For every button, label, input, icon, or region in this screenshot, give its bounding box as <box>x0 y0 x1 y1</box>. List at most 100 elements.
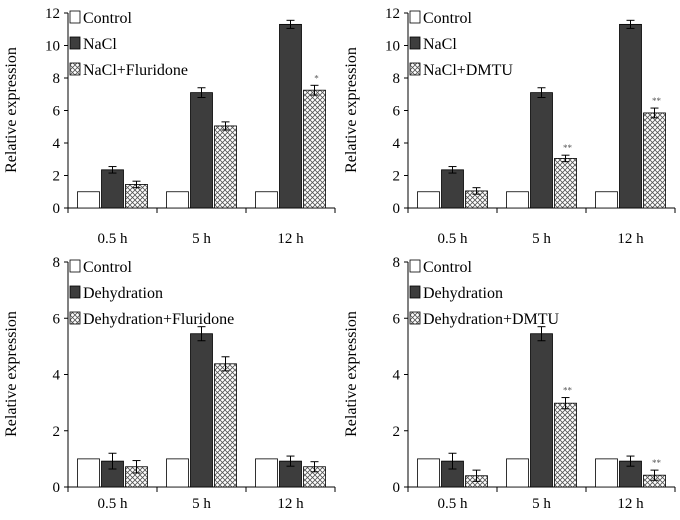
bar-nacl <box>619 23 642 209</box>
chart-panel-top-left: 0 2 4 6 8 10 12 Relative expression 0.5 h 5 h 12 h… <box>3 6 336 247</box>
legend-label: Dehydration <box>423 285 503 302</box>
bar-control <box>255 191 278 209</box>
y-tick-label: 10 <box>385 39 400 55</box>
bar-control <box>595 458 618 488</box>
bar-nacl-dmtu <box>643 112 666 209</box>
chart-panel-bottom-left: 0 2 4 6 8 Relative expression 0.5 h 5 h 12 h Cont… <box>3 255 336 512</box>
y-tick-label: 4 <box>393 136 401 152</box>
bar-dehydration-dmtu <box>554 402 577 488</box>
legend-label: Dehydration <box>83 285 163 302</box>
legend-label: NaCl <box>83 36 117 53</box>
bar-control <box>417 458 440 488</box>
y-tick-label: 0 <box>53 201 61 217</box>
x-tick-label: 5 h <box>532 496 551 512</box>
legend-label: Control <box>83 259 132 276</box>
x-tick-label: 5 h <box>532 231 551 247</box>
bar-nacl-fluridone <box>303 89 326 209</box>
y-axis-title: Relative expression <box>3 311 20 437</box>
legend-swatch <box>409 62 421 76</box>
legend-swatch <box>69 10 81 24</box>
x-tick-label: 5 h <box>192 496 211 512</box>
y-tick-label: 12 <box>45 6 60 22</box>
y-tick-label: 6 <box>393 311 401 327</box>
legend-swatch <box>409 311 421 325</box>
y-tick-label: 6 <box>393 104 401 120</box>
significance-marker: * <box>314 73 319 83</box>
x-tick-label: 5 h <box>192 231 211 247</box>
bar-control <box>77 458 100 488</box>
y-axis-title: Relative expression <box>343 47 360 173</box>
bar-control <box>506 191 529 209</box>
bar-control <box>166 191 189 209</box>
bar-nacl-fluridone <box>214 125 237 209</box>
legend-swatch <box>409 259 421 273</box>
y-tick-label: 10 <box>45 39 60 55</box>
bar-control <box>166 458 189 488</box>
y-tick-label: 4 <box>53 368 61 384</box>
significance-marker: ** <box>652 458 662 468</box>
legend-label: Dehydration+DMTU <box>423 311 560 328</box>
y-tick-label: 8 <box>53 255 61 271</box>
bar-dehydration <box>530 333 553 488</box>
x-tick-label: 0.5 h <box>438 496 469 512</box>
bar-nacl <box>530 92 553 209</box>
y-tick-label: 6 <box>53 311 61 327</box>
y-tick-label: 2 <box>53 169 61 185</box>
x-tick-label: 12 h <box>277 496 304 512</box>
x-tick-label: 0.5 h <box>438 231 469 247</box>
bar-nacl <box>279 23 302 209</box>
bar-control <box>417 191 440 209</box>
x-tick-label: 12 h <box>617 496 644 512</box>
bar-control <box>595 191 618 209</box>
legend-label: NaCl <box>423 36 457 53</box>
y-axis-title: Relative expression <box>3 47 20 173</box>
y-tick-label: 8 <box>393 71 401 87</box>
x-tick-label: 12 h <box>277 231 304 247</box>
y-tick-label: 8 <box>53 71 61 87</box>
bar-nacl-dmtu <box>554 158 577 209</box>
y-tick-label: 4 <box>393 368 401 384</box>
y-tick-label: 12 <box>385 6 400 22</box>
x-tick-label: 0.5 h <box>98 231 129 247</box>
y-tick-label: 8 <box>393 255 401 271</box>
legend-swatch <box>409 285 421 299</box>
bar-control <box>77 191 100 209</box>
y-tick-label: 2 <box>393 169 401 185</box>
legend-swatch <box>69 285 81 299</box>
bar-dehydration-fluridone <box>214 363 237 488</box>
legend-label: Dehydration+Fluridone <box>83 311 234 328</box>
legend-swatch <box>69 311 81 325</box>
bar-control <box>506 458 529 488</box>
legend-label: NaCl+DMTU <box>423 62 513 79</box>
y-tick-label: 0 <box>393 480 401 496</box>
chart-panel-top-right: 0 2 4 6 8 10 12 Relative expression 0.5 h 5 h ** 12… <box>343 6 676 247</box>
x-tick-label: 0.5 h <box>98 496 129 512</box>
significance-marker: ** <box>563 386 573 396</box>
legend-label: Control <box>423 259 472 276</box>
legend-swatch <box>69 62 81 76</box>
legend-swatch <box>409 36 421 50</box>
chart-panel-bottom-right: 0 2 4 6 8 Relative expression 0.5 h 5 h ** 12 h **… <box>343 255 676 512</box>
bar-dehydration <box>190 333 213 488</box>
y-tick-label: 0 <box>393 201 401 217</box>
x-tick-label: 12 h <box>617 231 644 247</box>
bar-nacl <box>101 169 124 209</box>
bar-nacl <box>441 169 464 209</box>
y-axis-title: Relative expression <box>343 311 360 437</box>
legend-label: Control <box>83 10 132 27</box>
legend-label: Control <box>423 10 472 27</box>
y-tick-label: 2 <box>393 424 401 440</box>
legend-swatch <box>69 36 81 50</box>
significance-marker: ** <box>652 96 662 106</box>
bar-control <box>255 458 278 488</box>
y-tick-label: 4 <box>53 136 61 152</box>
y-tick-label: 6 <box>53 104 61 120</box>
y-tick-label: 2 <box>53 424 61 440</box>
legend-swatch <box>409 10 421 24</box>
legend-swatch <box>69 259 81 273</box>
bar-nacl <box>190 92 213 209</box>
significance-marker: ** <box>563 143 573 153</box>
legend-label: NaCl+Fluridone <box>83 62 188 79</box>
y-tick-label: 0 <box>53 480 61 496</box>
